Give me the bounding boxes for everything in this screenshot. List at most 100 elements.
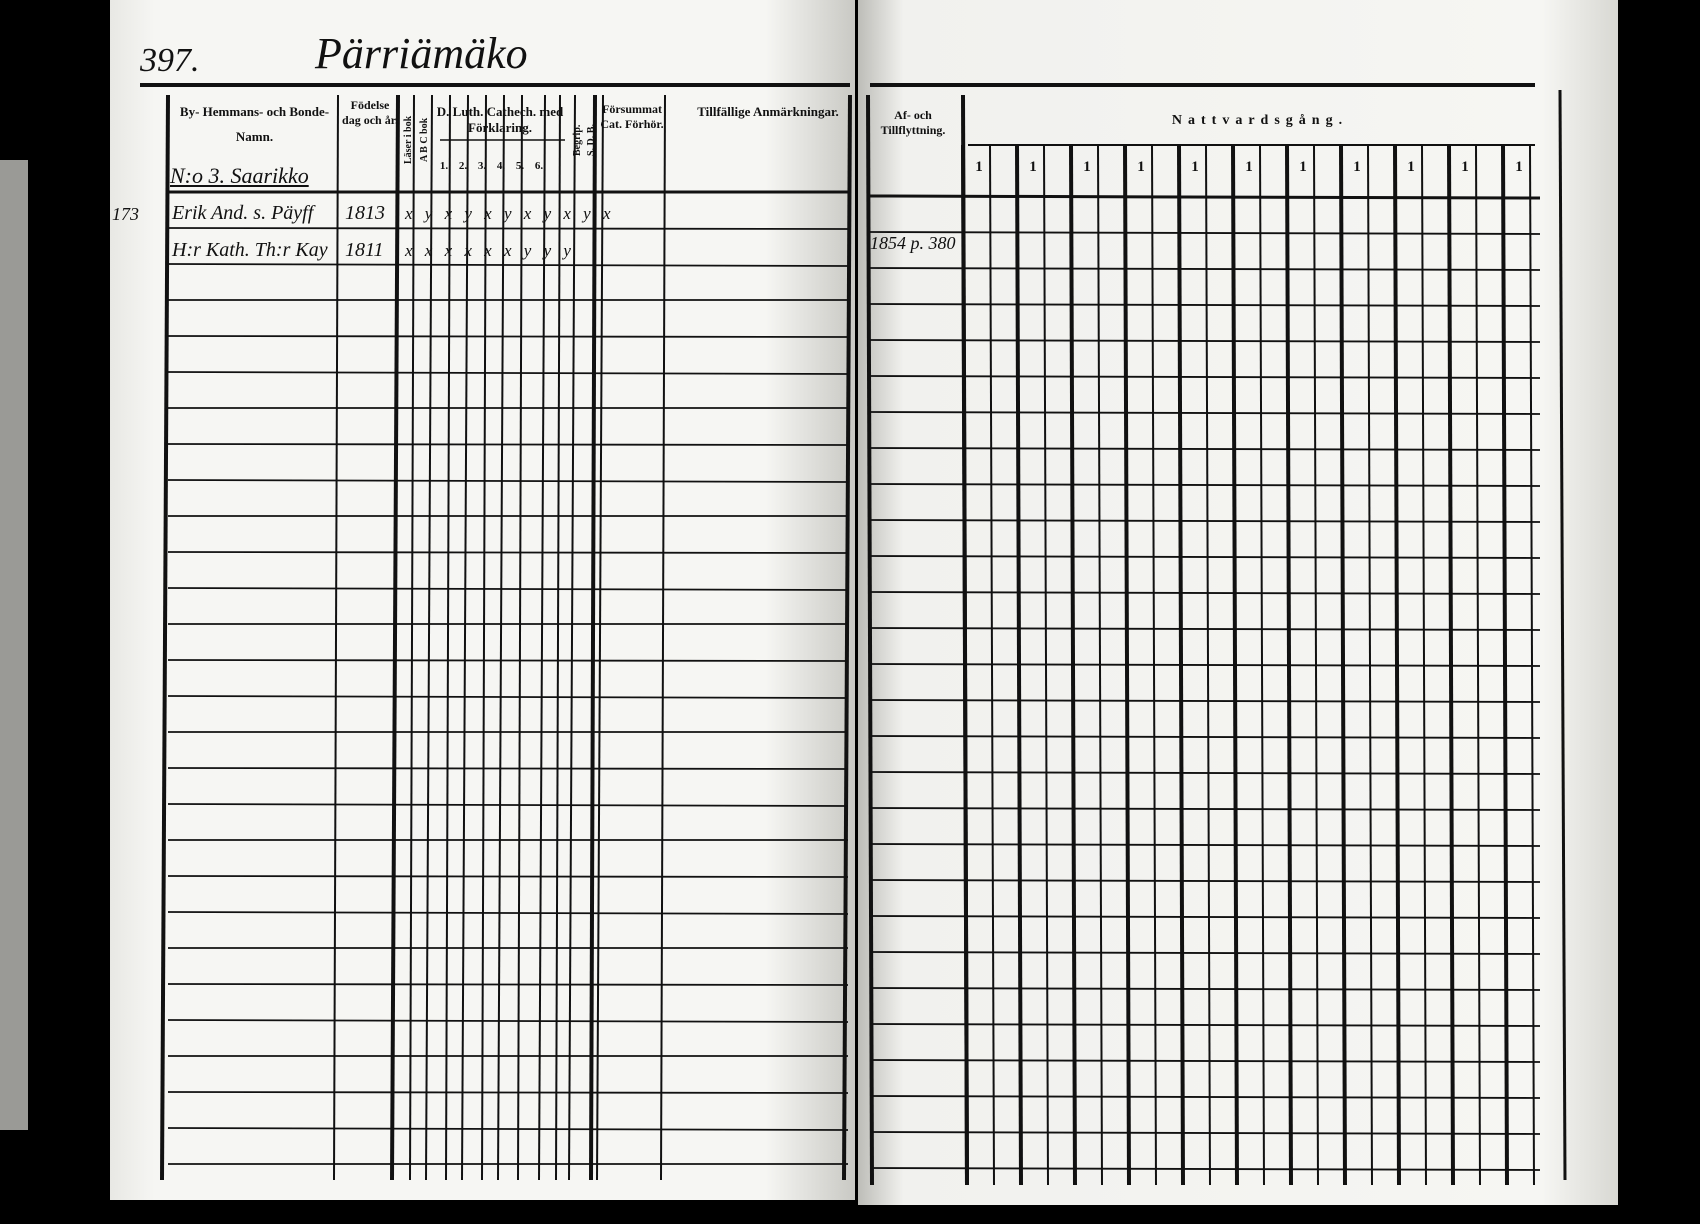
header-catechism: D. Luth. Cathech. med Förklaring.	[436, 104, 564, 136]
row-line	[869, 915, 1541, 919]
column-line	[333, 94, 339, 1181]
catechism-part-label: 4.	[496, 160, 506, 172]
row-line	[167, 1127, 849, 1131]
header-reads-book: Läser i bok	[403, 115, 414, 165]
row-line	[167, 659, 849, 662]
row-line	[167, 911, 849, 915]
row-line	[869, 879, 1541, 883]
catechism-part-label: 3.	[477, 160, 487, 172]
row-2-name: H:r Kath. Th:r Kay	[172, 239, 328, 261]
row-line	[167, 443, 849, 446]
column-line	[425, 94, 433, 1181]
column-line	[409, 94, 415, 1181]
row-line	[869, 375, 1541, 379]
row-line	[167, 587, 849, 591]
row-line	[869, 519, 1541, 523]
row-1-marks: x y x y x y x y x y x	[405, 204, 615, 223]
row-line	[869, 483, 1541, 487]
column-line	[568, 94, 576, 1181]
row-line	[869, 699, 1541, 703]
row-line	[167, 551, 849, 554]
row-line	[869, 591, 1541, 595]
row-line	[167, 767, 849, 770]
row-line	[869, 843, 1541, 847]
row-line	[869, 231, 1541, 235]
row-line	[869, 1023, 1541, 1027]
row-line	[167, 803, 849, 807]
communion-mark: 1	[1515, 159, 1523, 175]
row-line	[869, 663, 1541, 667]
moving-entry: 1854 p. 380	[870, 233, 956, 253]
farm-label: N:o 3. Saarikko	[170, 163, 309, 188]
column-line	[555, 94, 561, 1181]
column-line	[481, 94, 487, 1181]
row-line	[869, 194, 1541, 200]
header-missed: Försummat Cat. Förhör.	[600, 102, 664, 131]
header-name: By- Hemmans- och Bonde-Namn.	[179, 104, 330, 144]
header-begrip: Begrip.	[572, 124, 583, 156]
communion-mark: 1	[1245, 159, 1253, 175]
catechism-part-label: 6.	[534, 160, 544, 172]
row-line	[869, 771, 1541, 775]
communion-mark: 1	[1407, 159, 1415, 175]
communion-mark: 1	[1083, 159, 1091, 175]
right-border	[1558, 89, 1567, 1181]
row-1-name: Erik And. s. Päyff	[172, 202, 314, 224]
header-remarks: Tillfällige Anmärkningar.	[697, 104, 839, 119]
column-line	[842, 94, 852, 1181]
row-line	[167, 1091, 849, 1094]
catechism-part-label: 2.	[458, 160, 468, 172]
column-line	[1529, 144, 1535, 1186]
row-line	[167, 263, 849, 267]
row-line	[869, 987, 1541, 991]
row-2-birth: 1811	[345, 239, 384, 261]
catechism-part-label: 1.	[439, 160, 449, 172]
row-1-birth: 1813	[345, 202, 385, 224]
margin-number: 173	[112, 204, 139, 224]
page-edge	[0, 160, 28, 1130]
village-title: Pärriämäko	[315, 29, 528, 78]
row-line	[869, 807, 1541, 811]
header-abc: A B C bok	[419, 117, 430, 163]
communion-mark: 1	[1137, 159, 1145, 175]
column-line	[596, 94, 604, 1181]
header-moving: Af- och Tillflyttning.	[880, 108, 946, 137]
row-line	[869, 627, 1541, 631]
communion-mark: 1	[975, 159, 983, 175]
column-line	[445, 94, 451, 1181]
row-line	[869, 303, 1541, 307]
communion-mark: 1	[1299, 159, 1307, 175]
row-line	[167, 1019, 849, 1023]
column-line	[538, 94, 546, 1181]
communion-mark: 1	[1191, 159, 1199, 175]
column-line	[461, 94, 469, 1181]
communion-mark: 1	[1461, 159, 1469, 175]
row-line	[167, 695, 849, 699]
row-line	[167, 227, 849, 230]
column-line	[160, 94, 170, 1181]
row-line	[167, 983, 849, 986]
row-line	[167, 479, 849, 483]
row-line	[869, 555, 1541, 559]
row-line	[167, 371, 849, 375]
column-line	[517, 94, 523, 1181]
column-line	[589, 94, 597, 1181]
row-line	[869, 951, 1541, 955]
communion-mark: 1	[1353, 159, 1361, 175]
row-line	[869, 447, 1541, 451]
row-line	[869, 1167, 1541, 1171]
row-line	[869, 1059, 1541, 1063]
row-line	[167, 875, 849, 878]
catechism-part-label: 5.	[515, 160, 525, 172]
column-line	[660, 94, 666, 1181]
row-line	[869, 267, 1541, 271]
column-line	[497, 94, 505, 1181]
row-line	[869, 339, 1541, 343]
column-line	[390, 94, 400, 1181]
header-sdb: S. D. B.	[586, 124, 597, 156]
row-line	[869, 1131, 1541, 1135]
communion-mark: 1	[1029, 159, 1037, 175]
row-line	[869, 735, 1541, 739]
row-line	[869, 411, 1541, 415]
